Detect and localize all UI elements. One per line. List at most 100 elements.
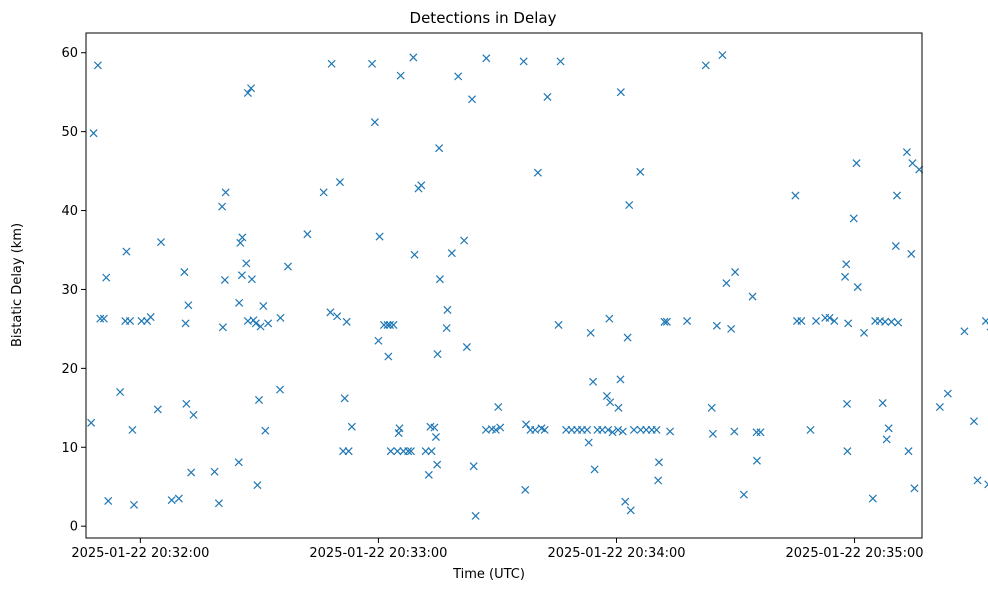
data-point [469,462,478,471]
y-tick-label: 20 [61,362,78,377]
data-point [283,262,292,271]
data-point [616,375,625,384]
data-point [812,316,821,326]
data-point [902,148,911,157]
data-point [383,320,392,329]
data-point [96,314,105,323]
data-point [935,402,944,412]
x-tick-label: 2025-01-22 20:32:00 [71,546,209,561]
data-point [868,494,877,503]
data-point [460,236,469,245]
data-point [583,425,592,434]
chart-title: Detections in Delay [410,9,557,27]
data-point [605,314,614,323]
data-point [174,494,183,503]
data-point [146,313,155,322]
data-point [93,61,102,70]
data-point [825,313,834,322]
data-point [395,424,404,433]
data-point [625,200,634,210]
data-point [519,57,528,66]
data-point [531,425,540,434]
data-point [606,398,615,407]
data-point [891,242,900,251]
x-tick-label: 2025-01-22 20:34:00 [547,546,685,561]
data-point [621,497,630,506]
y-axis: 0 10 20 30 40 50 60 [61,46,86,535]
data-point [153,405,162,414]
data-point [882,435,891,444]
data-point [424,470,433,479]
data-point [410,250,419,259]
data-point [237,271,246,280]
data-point [496,423,505,432]
data-point [908,159,917,168]
data-point [626,506,635,515]
data-point [167,496,176,505]
data-point [251,319,260,328]
data-point [379,320,389,329]
x-tick-label: 2025-01-22 20:33:00 [309,546,447,561]
data-point [221,188,230,197]
data-point [333,312,342,321]
data-point [683,316,692,326]
data-point [860,328,869,337]
data-point [184,301,193,310]
data-point [969,417,979,426]
data-point [374,336,383,345]
data-point [409,53,418,62]
data-point [618,427,627,436]
data-point [256,322,265,331]
data-point [878,399,887,408]
data-point [234,458,243,467]
data-point [214,499,223,508]
data-point [435,144,444,153]
data-point [471,511,480,520]
data-point [129,500,139,509]
data-point [554,320,563,329]
data-point [406,447,415,456]
data-point [253,481,262,490]
data-point [238,233,247,242]
data-point [727,324,736,333]
plot-area [85,32,988,539]
data-point [616,88,625,97]
data-point [884,424,893,433]
data-point [712,321,721,330]
data-point [791,191,800,200]
data-point [608,428,617,437]
data-point [887,317,896,326]
data-point [533,168,542,177]
data-point [590,465,599,474]
data-point [853,283,862,292]
data-point [589,377,598,386]
data-point [128,425,137,434]
data-point [844,319,853,328]
data-point [427,447,436,456]
data-point [910,484,919,493]
data-point [842,260,851,269]
data-point [236,238,245,247]
data-point [99,314,108,323]
data-point [843,447,852,456]
data-point [417,181,426,190]
data-point [347,422,356,431]
data-point [614,425,623,434]
data-point [276,313,285,322]
data-point [396,71,405,80]
data-point [368,59,377,68]
data-point [218,202,227,211]
data-point [104,496,113,505]
data-point [433,350,442,359]
data-point [122,247,131,256]
data-point [259,301,268,311]
data-point [604,425,613,434]
data-point [849,214,858,223]
data-point [730,427,739,436]
data-point [652,425,661,434]
y-tick-label: 0 [70,520,78,535]
data-point [430,423,439,432]
data-point [701,61,710,70]
data-point [521,420,531,429]
